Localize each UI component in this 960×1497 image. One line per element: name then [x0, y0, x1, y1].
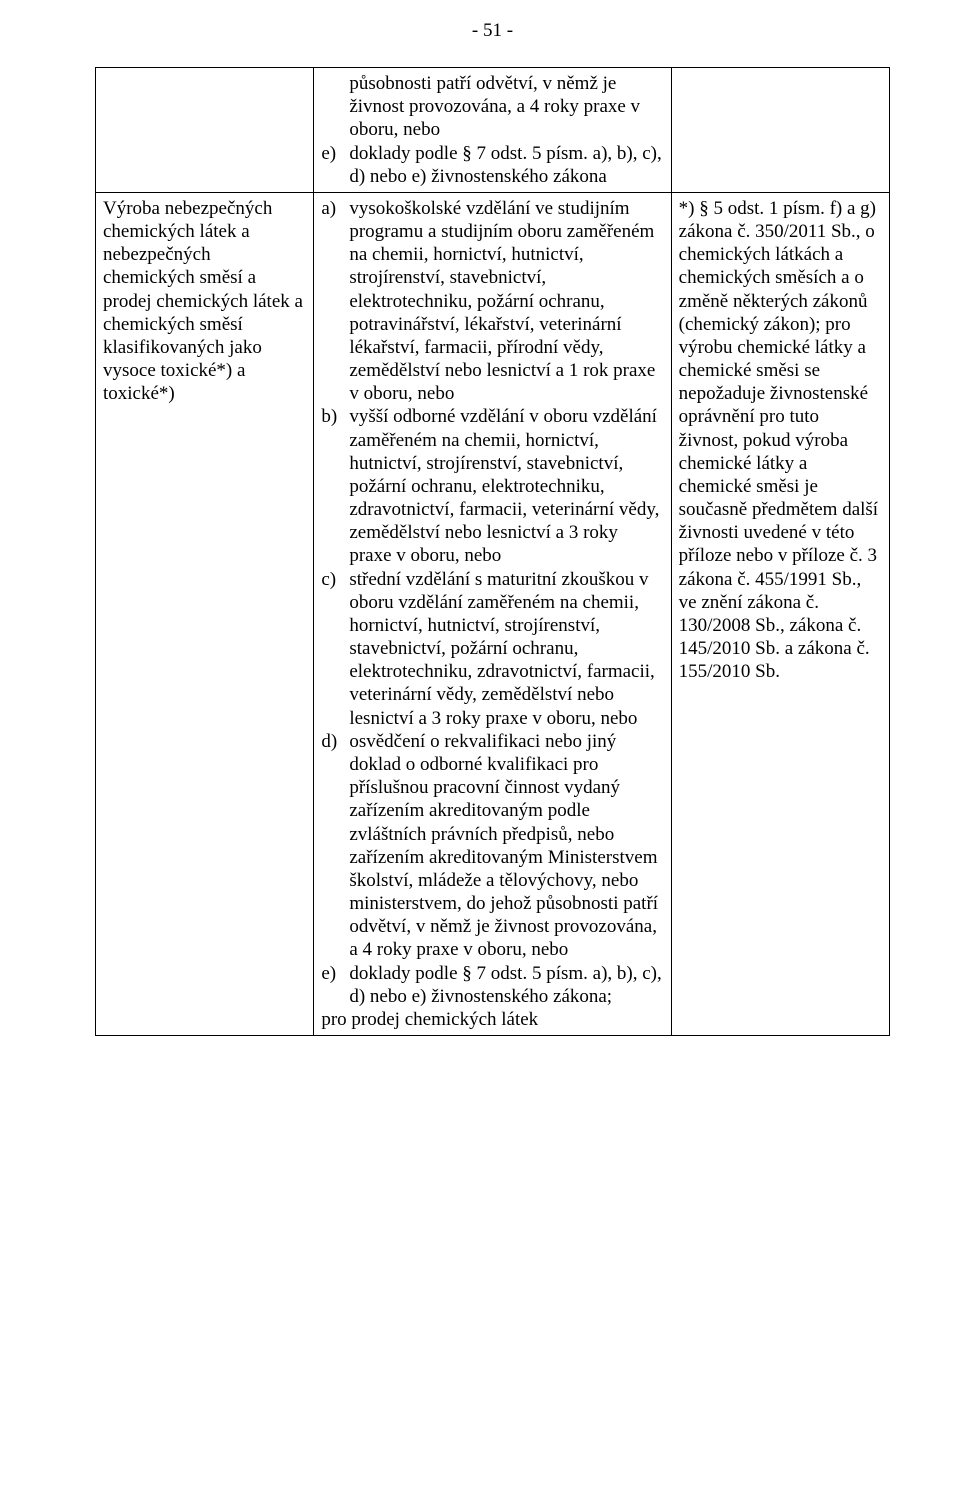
cell-col2: působnosti patří odvětví, v němž je živn…: [314, 68, 671, 193]
list-marker-a: a): [321, 197, 349, 220]
table-row: Výroba nebezpečných chemických látek a n…: [96, 192, 890, 1035]
list-marker-b: b): [321, 405, 349, 428]
list-text: střední vzdělání s maturitní zkouškou v …: [349, 569, 654, 729]
continuation-text: působnosti patří odvětví, v němž je živn…: [349, 72, 663, 142]
list-item: a) vysokoškolské vzdělání ve studijním p…: [349, 197, 663, 406]
page: - 51 - působnosti patří odvětví, v němž …: [0, 0, 960, 1497]
list-text: doklady podle § 7 odst. 5 písm. a), b), …: [349, 963, 661, 1007]
list-item: e) doklady podle § 7 odst. 5 písm. a), b…: [349, 142, 663, 188]
page-number: - 51 -: [95, 20, 890, 42]
list-item: d) osvědčení o rekvalifikaci nebo jiný d…: [349, 730, 663, 962]
cell-col2: a) vysokoškolské vzdělání ve studijním p…: [314, 192, 671, 1035]
content-table: působnosti patří odvětví, v němž je živn…: [95, 67, 890, 1036]
cell-col3: *) § 5 odst. 1 písm. f) a g) zákona č. 3…: [671, 192, 889, 1035]
list-text: vysokoškolské vzdělání ve studijním prog…: [349, 198, 655, 404]
list-item: b) vyšší odborné vzdělání v oboru vzdělá…: [349, 405, 663, 567]
cell-col1: [96, 68, 314, 193]
col2-tail: pro prodej chemických látek: [321, 1008, 663, 1031]
list-text: vyšší odborné vzdělání v oboru vzdělání …: [349, 406, 659, 566]
col1-text: Výroba nebezpečných chemických látek a n…: [103, 197, 306, 406]
list-marker-e: e): [321, 142, 349, 165]
col3-text: *) § 5 odst. 1 písm. f) a g) zákona č. 3…: [679, 197, 882, 684]
list-marker-d: d): [321, 730, 349, 753]
col2-list: působnosti patří odvětví, v němž je živn…: [321, 72, 663, 188]
list-item: c) střední vzdělání s maturitní zkouškou…: [349, 568, 663, 730]
list-item: e) doklady podle § 7 odst. 5 písm. a), b…: [349, 962, 663, 1008]
cell-col3: [671, 68, 889, 193]
list-text: osvědčení o rekvalifikaci nebo jiný dokl…: [349, 731, 658, 961]
cell-col1: Výroba nebezpečných chemických látek a n…: [96, 192, 314, 1035]
list-marker-c: c): [321, 568, 349, 591]
list-text: doklady podle § 7 odst. 5 písm. a), b), …: [349, 143, 661, 187]
col2-list: a) vysokoškolské vzdělání ve studijním p…: [321, 197, 663, 1008]
list-marker-e: e): [321, 962, 349, 985]
table-row: působnosti patří odvětví, v němž je živn…: [96, 68, 890, 193]
